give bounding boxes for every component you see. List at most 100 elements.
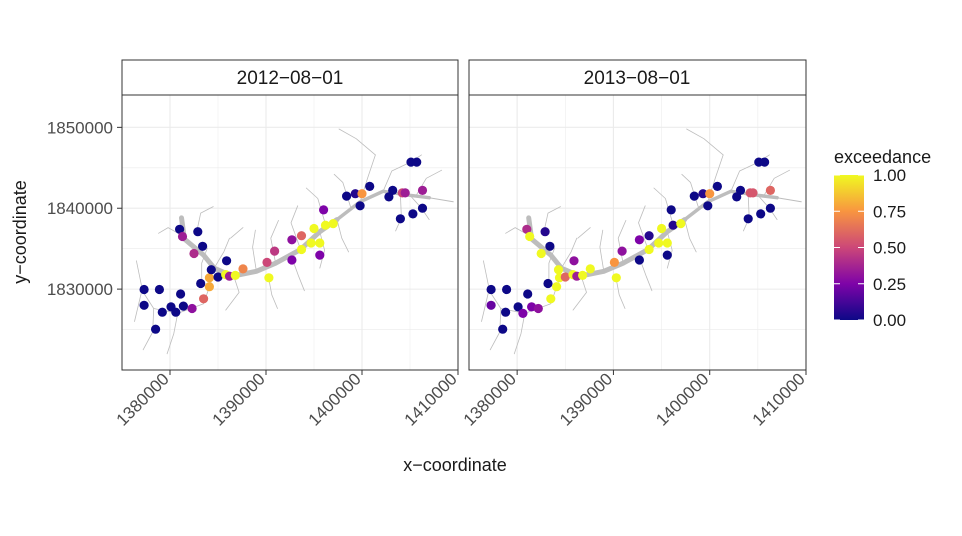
- colorbar-tick-label: 0.00: [873, 311, 906, 330]
- data-point: [328, 219, 338, 229]
- data-point: [320, 220, 331, 230]
- y-tick-label: 1850000: [47, 118, 113, 137]
- data-point: [698, 189, 708, 199]
- data-point: [189, 248, 199, 259]
- data-point: [177, 231, 188, 242]
- data-point: [365, 181, 375, 191]
- data-point: [193, 227, 203, 237]
- data-point: [296, 244, 307, 255]
- x-tick-label: 1390000: [209, 369, 269, 429]
- data-point: [743, 214, 753, 224]
- data-point: [732, 192, 742, 202]
- data-point: [157, 307, 167, 317]
- data-point: [617, 246, 627, 256]
- panel-2-grid: [468, 95, 807, 370]
- river-segment: [513, 313, 526, 355]
- data-point: [552, 282, 562, 292]
- panel-1-strip-label: 2012−08−01: [237, 68, 344, 89]
- data-point: [545, 241, 555, 251]
- river-segment: [166, 313, 179, 355]
- data-point: [525, 231, 535, 242]
- data-point: [533, 303, 543, 314]
- legend-title: exceedance: [834, 147, 931, 167]
- data-point: [315, 238, 325, 248]
- data-point: [518, 308, 528, 318]
- data-point: [206, 265, 216, 275]
- data-point: [523, 289, 533, 299]
- panel-background: [469, 95, 806, 370]
- data-point: [654, 238, 664, 248]
- panel-2-border: [468, 94, 807, 371]
- data-point: [315, 250, 325, 260]
- x-tick-label: 1390000: [556, 369, 616, 429]
- data-point: [417, 185, 428, 195]
- river-segment: [230, 227, 244, 239]
- data-point: [176, 289, 186, 299]
- river-segment: [336, 219, 349, 253]
- river-segment: [599, 229, 605, 272]
- data-point: [400, 188, 410, 198]
- data-point: [204, 273, 214, 283]
- data-point: [384, 192, 394, 202]
- panel-1-border: [121, 94, 459, 371]
- x-tick-label: 1380000: [460, 369, 520, 429]
- data-point: [765, 185, 776, 195]
- data-point: [522, 224, 532, 234]
- data-point: [412, 157, 422, 167]
- data-point: [513, 302, 523, 312]
- data-point: [543, 278, 553, 289]
- colorbar-tick-label: 0.75: [873, 202, 906, 221]
- colorbar-tick-label: 0.50: [873, 239, 906, 258]
- data-point: [703, 201, 713, 211]
- data-point: [264, 273, 274, 283]
- data-point: [171, 307, 181, 317]
- panel-2-points: [486, 157, 776, 334]
- river-segment: [319, 231, 325, 269]
- data-point: [175, 224, 185, 234]
- x-tick-label: 1380000: [113, 369, 173, 429]
- data-point: [262, 257, 272, 267]
- river-segment: [201, 247, 208, 284]
- data-point: [296, 231, 307, 241]
- data-point: [309, 223, 319, 234]
- data-point: [270, 246, 280, 256]
- y-tick-label: 1840000: [47, 199, 113, 218]
- colorbar-tick-label: 1.00: [873, 166, 906, 185]
- panel-2: 2013−08−01: [468, 59, 807, 371]
- y-axis: 1830000 1840000 1850000: [47, 118, 122, 299]
- data-point: [760, 157, 770, 167]
- data-point: [644, 244, 654, 255]
- data-point: [634, 235, 645, 245]
- data-point: [662, 238, 672, 248]
- x-tick-label: 1410000: [749, 369, 809, 429]
- data-point: [287, 235, 297, 245]
- data-point: [139, 284, 149, 295]
- data-point: [676, 219, 686, 229]
- river-segment: [684, 219, 697, 253]
- river-segment: [305, 187, 326, 225]
- data-point: [553, 265, 564, 275]
- river-segment: [290, 205, 301, 250]
- data-point: [187, 303, 197, 314]
- y-tick-label: 1830000: [47, 280, 113, 299]
- data-point: [578, 270, 588, 280]
- data-point: [154, 284, 164, 295]
- river-segment: [776, 197, 802, 203]
- data-point: [350, 189, 360, 199]
- data-point: [712, 181, 723, 191]
- data-point: [748, 188, 758, 198]
- data-point: [204, 282, 214, 292]
- data-point: [689, 191, 699, 201]
- colorbar-ticks: 0.00 0.25 0.50 0.75 1.00: [834, 166, 906, 330]
- data-point: [666, 205, 676, 215]
- river-segment: [653, 187, 674, 225]
- panel-1-points: [139, 157, 428, 334]
- x-tick-label: 1400000: [652, 369, 712, 429]
- data-point: [657, 223, 667, 234]
- data-point: [199, 294, 209, 304]
- river-segment: [338, 128, 376, 156]
- data-point: [668, 220, 678, 230]
- data-point: [417, 203, 428, 213]
- data-point: [139, 300, 149, 310]
- river-segment: [428, 197, 454, 203]
